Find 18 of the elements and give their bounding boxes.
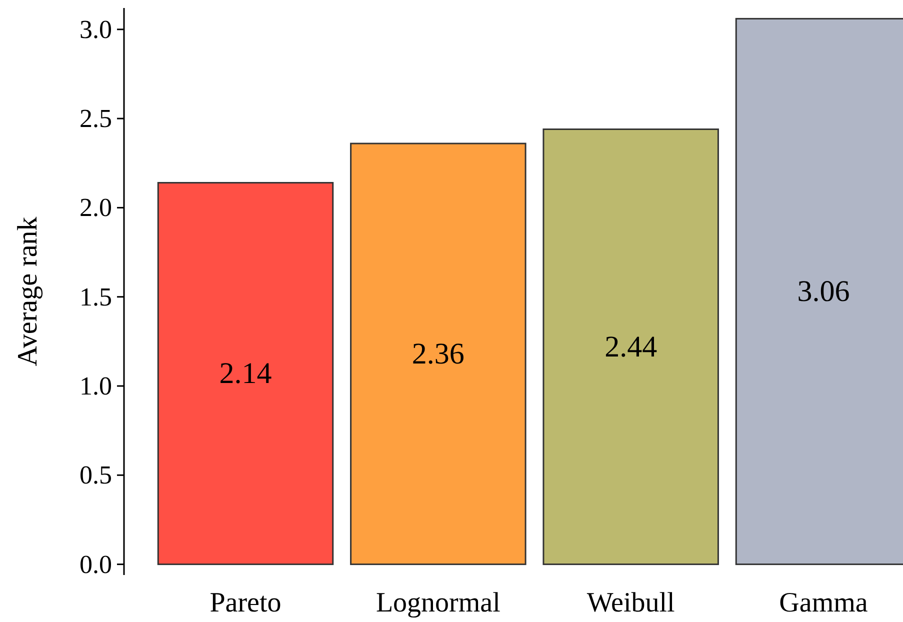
y-tick-label: 2.0 — [80, 193, 112, 222]
bar — [350, 142, 526, 566]
y-tick-label: 3.0 — [80, 14, 112, 44]
x-tick-label: Pareto — [210, 588, 282, 618]
y-tick-label: 2.5 — [80, 104, 112, 134]
y-tick-label: 0.5 — [80, 460, 112, 490]
data-label: 3.06 — [797, 275, 850, 308]
x-tick-label: Weibull — [586, 588, 676, 618]
x-tick-label: Gamma — [779, 588, 868, 618]
data-label: 2.44 — [604, 330, 658, 364]
bar — [157, 182, 334, 566]
y-tick-label: 1.5 — [80, 282, 112, 312]
x-tick-label: Lognormal — [376, 588, 501, 618]
y-axis-title: Average rank — [12, 216, 44, 366]
y-tick-label: 0.0 — [80, 550, 112, 579]
data-label: 2.36 — [412, 337, 464, 370]
y-tick-label: 1.0 — [80, 372, 112, 400]
data-label: 2.14 — [219, 357, 272, 390]
